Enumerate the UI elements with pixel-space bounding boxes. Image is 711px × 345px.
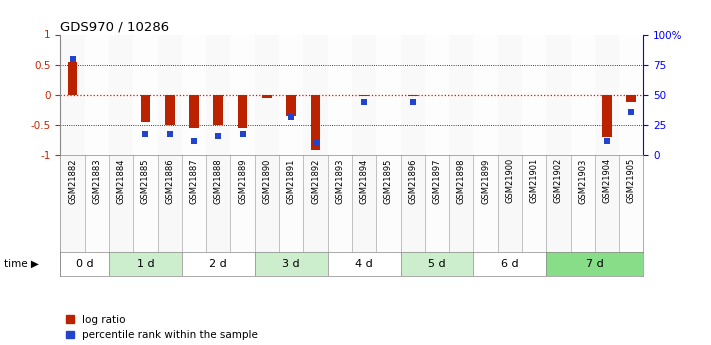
Bar: [546, 155, 570, 252]
Text: GSM21892: GSM21892: [311, 158, 320, 204]
Bar: [255, 34, 279, 155]
Bar: [109, 34, 134, 155]
Bar: [359, 95, 369, 96]
Bar: [85, 155, 109, 252]
Text: GDS970 / 10286: GDS970 / 10286: [60, 20, 169, 33]
Text: GSM21901: GSM21901: [530, 158, 539, 204]
Bar: [400, 34, 425, 155]
Bar: [328, 34, 352, 155]
Bar: [255, 155, 279, 252]
Bar: [189, 95, 199, 128]
Bar: [165, 95, 175, 125]
Bar: [230, 34, 255, 155]
Bar: [230, 155, 255, 252]
Text: GSM21893: GSM21893: [336, 158, 344, 204]
Bar: [206, 155, 230, 252]
Bar: [85, 34, 109, 155]
Bar: [408, 95, 417, 96]
Bar: [141, 95, 150, 122]
Text: GSM21896: GSM21896: [408, 158, 417, 204]
Text: GSM21885: GSM21885: [141, 158, 150, 204]
Bar: [619, 155, 643, 252]
Bar: [237, 95, 247, 128]
Bar: [158, 34, 182, 155]
Bar: [626, 95, 636, 102]
Text: GSM21887: GSM21887: [190, 158, 198, 204]
Bar: [425, 155, 449, 252]
Bar: [262, 95, 272, 98]
Bar: [213, 95, 223, 125]
Bar: [570, 34, 595, 155]
Bar: [134, 34, 158, 155]
Bar: [182, 34, 206, 155]
Text: 7 d: 7 d: [586, 259, 604, 269]
Bar: [182, 155, 206, 252]
Text: GSM21889: GSM21889: [238, 158, 247, 204]
Bar: [474, 34, 498, 155]
Bar: [68, 62, 77, 95]
Text: GSM21894: GSM21894: [360, 158, 368, 204]
Bar: [376, 34, 400, 155]
Text: GSM21899: GSM21899: [481, 158, 490, 204]
Text: GSM21884: GSM21884: [117, 158, 126, 204]
Text: GSM21903: GSM21903: [578, 158, 587, 204]
Bar: [474, 155, 498, 252]
Bar: [449, 155, 474, 252]
Bar: [498, 34, 522, 155]
Text: GSM21897: GSM21897: [432, 158, 442, 204]
Bar: [619, 34, 643, 155]
Bar: [352, 155, 376, 252]
Text: 6 d: 6 d: [501, 259, 518, 269]
Bar: [279, 34, 304, 155]
Text: 5 d: 5 d: [428, 259, 446, 269]
Bar: [279, 155, 304, 252]
Text: GSM21883: GSM21883: [92, 158, 102, 204]
Text: GSM21895: GSM21895: [384, 158, 393, 204]
Bar: [304, 34, 328, 155]
Text: 2 d: 2 d: [210, 259, 228, 269]
Text: GSM21888: GSM21888: [214, 158, 223, 204]
Text: GSM21904: GSM21904: [602, 158, 611, 204]
Text: 0 d: 0 d: [76, 259, 94, 269]
Bar: [602, 95, 612, 137]
Text: GSM21886: GSM21886: [165, 158, 174, 204]
Bar: [352, 34, 376, 155]
Bar: [425, 34, 449, 155]
Bar: [498, 155, 522, 252]
Bar: [304, 155, 328, 252]
Bar: [595, 155, 619, 252]
Bar: [376, 155, 400, 252]
Bar: [109, 155, 134, 252]
Text: GSM21902: GSM21902: [554, 158, 563, 204]
Bar: [595, 34, 619, 155]
Bar: [134, 155, 158, 252]
Bar: [60, 34, 85, 155]
Text: 4 d: 4 d: [356, 259, 373, 269]
Bar: [400, 155, 425, 252]
Text: 3 d: 3 d: [282, 259, 300, 269]
Legend: log ratio, percentile rank within the sample: log ratio, percentile rank within the sa…: [65, 315, 258, 340]
Bar: [449, 34, 474, 155]
Bar: [158, 155, 182, 252]
Bar: [60, 155, 85, 252]
Text: GSM21890: GSM21890: [262, 158, 272, 204]
Bar: [287, 95, 296, 116]
Text: GSM21905: GSM21905: [627, 158, 636, 204]
Bar: [570, 155, 595, 252]
Bar: [522, 155, 546, 252]
Bar: [328, 155, 352, 252]
Text: GSM21900: GSM21900: [506, 158, 514, 204]
Bar: [311, 95, 321, 150]
Text: GSM21891: GSM21891: [287, 158, 296, 204]
Bar: [522, 34, 546, 155]
Text: GSM21898: GSM21898: [456, 158, 466, 204]
Text: 1 d: 1 d: [137, 259, 154, 269]
Text: time ▶: time ▶: [4, 259, 38, 269]
Bar: [206, 34, 230, 155]
Text: GSM21882: GSM21882: [68, 158, 77, 204]
Bar: [546, 34, 570, 155]
